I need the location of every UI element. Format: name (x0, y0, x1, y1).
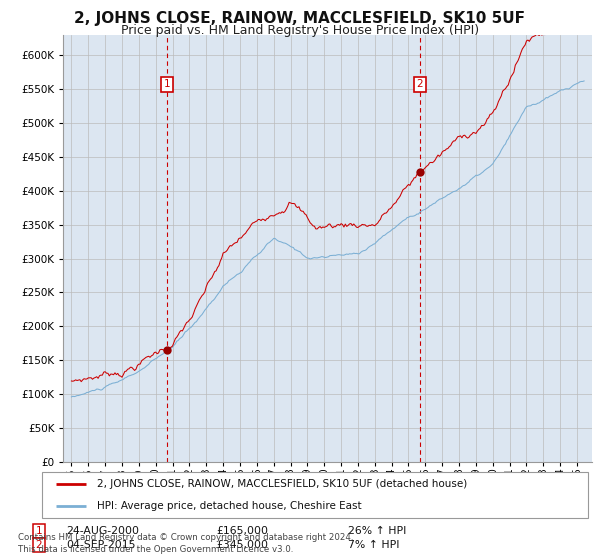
Text: 1: 1 (163, 79, 170, 89)
Text: HPI: Average price, detached house, Cheshire East: HPI: Average price, detached house, Ches… (97, 501, 361, 511)
Text: 04-SEP-2015: 04-SEP-2015 (66, 540, 136, 550)
Text: 24-AUG-2000: 24-AUG-2000 (66, 526, 139, 536)
Text: 2: 2 (416, 79, 423, 89)
Text: Price paid vs. HM Land Registry's House Price Index (HPI): Price paid vs. HM Land Registry's House … (121, 24, 479, 36)
Text: 1: 1 (35, 526, 43, 536)
Text: £345,000: £345,000 (216, 540, 268, 550)
Text: 2, JOHNS CLOSE, RAINOW, MACCLESFIELD, SK10 5UF (detached house): 2, JOHNS CLOSE, RAINOW, MACCLESFIELD, SK… (97, 479, 467, 489)
Text: 7% ↑ HPI: 7% ↑ HPI (348, 540, 400, 550)
Text: 2: 2 (35, 540, 43, 550)
Text: 26% ↑ HPI: 26% ↑ HPI (348, 526, 406, 536)
FancyBboxPatch shape (42, 472, 588, 518)
Text: Contains HM Land Registry data © Crown copyright and database right 2024.
This d: Contains HM Land Registry data © Crown c… (18, 533, 353, 554)
Text: 2, JOHNS CLOSE, RAINOW, MACCLESFIELD, SK10 5UF: 2, JOHNS CLOSE, RAINOW, MACCLESFIELD, SK… (74, 11, 526, 26)
Text: £165,000: £165,000 (216, 526, 268, 536)
